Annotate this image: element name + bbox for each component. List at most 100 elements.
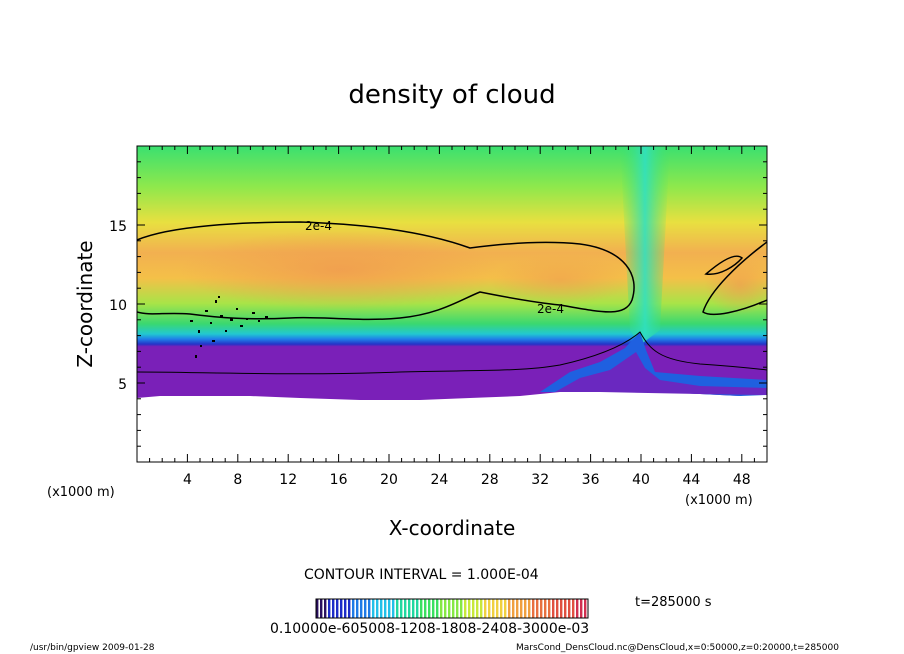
colorbar-strip	[372, 599, 375, 618]
colorbar-strip	[488, 599, 491, 618]
x-tick-label: 28	[481, 472, 499, 488]
colorbar-strip	[560, 599, 563, 618]
colorbar-strip	[416, 599, 419, 618]
colorbar-strip	[528, 599, 531, 618]
colorbar-strip	[564, 599, 567, 618]
colorbar-strip	[580, 599, 583, 618]
colorbar-strip	[344, 599, 347, 618]
y-axis-label: Z-coordinate	[73, 240, 97, 367]
colorbar-strip	[332, 599, 335, 618]
colorbar-strip	[492, 599, 495, 618]
colorbar-strip	[556, 599, 559, 618]
colorbar-strip	[448, 599, 451, 618]
x-tick-label: 16	[330, 472, 348, 488]
x-unit-right: (x1000 m)	[685, 493, 753, 508]
y-axis: 5 10 15	[109, 161, 767, 447]
contour-label-upper: 2e-4	[305, 219, 332, 233]
x-axis: 4 8 12 16 20 24 28 32 36 40 44 48	[149, 146, 755, 488]
colorbar-strip	[532, 599, 535, 618]
colorbar-strip	[520, 599, 523, 618]
colorbar-strip	[508, 599, 511, 618]
contour-interval-text: CONTOUR INTERVAL = 1.000E-04	[304, 567, 539, 583]
colorbar-strip	[436, 599, 439, 618]
colorbar-strip	[516, 599, 519, 618]
colorbar-strip	[504, 599, 507, 618]
colorbar-strip	[392, 599, 395, 618]
colorbar-strip	[364, 599, 367, 618]
colorbar	[316, 599, 587, 618]
contour-line-2e-4	[137, 221, 635, 321]
colorbar-strip	[460, 599, 463, 618]
time-label: t=285000 s	[635, 595, 712, 610]
x-tick-label: 48	[733, 472, 751, 488]
colorbar-strip	[404, 599, 407, 618]
colorbar-strip	[352, 599, 355, 618]
cloud-core	[180, 230, 500, 310]
colorbar-strip	[476, 599, 479, 618]
colorbar-strip	[572, 599, 575, 618]
colorbar-strip	[568, 599, 571, 618]
colorbar-strip	[452, 599, 455, 618]
colorbar-strip	[540, 599, 543, 618]
colorbar-strip	[576, 599, 579, 618]
x-tick-label: 4	[183, 472, 192, 488]
colorbar-strip	[536, 599, 539, 618]
colorbar-strip	[340, 599, 343, 618]
x-tick-label: 24	[430, 472, 448, 488]
colorbar-strip	[368, 599, 371, 618]
colorbar-strip	[428, 599, 431, 618]
x-tick-label: 8	[233, 472, 242, 488]
chart-title: density of cloud	[348, 80, 555, 110]
colorbar-strip	[348, 599, 351, 618]
colorbar-strip	[328, 599, 331, 618]
colorbar-strip	[464, 599, 467, 618]
y-tick-label: 15	[109, 219, 127, 235]
colorbar-strip	[400, 599, 403, 618]
contour-label-lower: 2e-4	[537, 302, 564, 316]
colorbar-strip	[320, 599, 323, 618]
colorbar-strip	[384, 599, 387, 618]
colorbar-strip	[360, 599, 363, 618]
density-field	[137, 146, 767, 462]
x-tick-label: 40	[632, 472, 650, 488]
colorbar-strip	[548, 599, 551, 618]
x-tick-label: 12	[279, 472, 297, 488]
y-tick-label: 10	[109, 298, 127, 314]
x-tick-label: 36	[582, 472, 600, 488]
colorbar-strip	[424, 599, 427, 618]
colorbar-tick-labels: 0.10000e-605008-1208-1808-2408-3000e-03	[270, 621, 590, 637]
colorbar-strip	[496, 599, 499, 618]
colorbar-strip	[380, 599, 383, 618]
colorbar-strip	[420, 599, 423, 618]
colorbar-strip	[480, 599, 483, 618]
colorbar-strip	[376, 599, 379, 618]
y-tick-label: 5	[118, 377, 127, 393]
x-tick-label: 44	[682, 472, 700, 488]
colorbar-strip	[472, 599, 475, 618]
colorbar-strip	[440, 599, 443, 618]
colorbar-strip	[412, 599, 415, 618]
colorbar-frame	[315, 598, 589, 619]
footer-left: /usr/bin/gpview 2009-01-28	[30, 643, 155, 653]
colorbar-strip	[408, 599, 411, 618]
colorbar-strip	[336, 599, 339, 618]
turbulence-speckles	[190, 296, 268, 358]
x-unit-left: (x1000 m)	[47, 485, 115, 500]
colorbar-strip	[456, 599, 459, 618]
colorbar-strip	[444, 599, 447, 618]
colorbar-strip	[552, 599, 555, 618]
colorbar-strip	[388, 599, 391, 618]
colorbar-strip	[316, 599, 319, 618]
x-tick-label: 32	[531, 472, 549, 488]
x-tick-label: 20	[380, 472, 398, 488]
colorbar-strip	[544, 599, 547, 618]
colorbar-strip	[512, 599, 515, 618]
colorbar-strip	[500, 599, 503, 618]
x-axis-label: X-coordinate	[389, 516, 516, 540]
colorbar-strip	[524, 599, 527, 618]
colorbar-strip	[356, 599, 359, 618]
colorbar-strip	[324, 599, 327, 618]
colorbar-strip	[468, 599, 471, 618]
footer-right: MarsCond_DensCloud.nc@DensCloud,x=0:5000…	[516, 643, 839, 653]
